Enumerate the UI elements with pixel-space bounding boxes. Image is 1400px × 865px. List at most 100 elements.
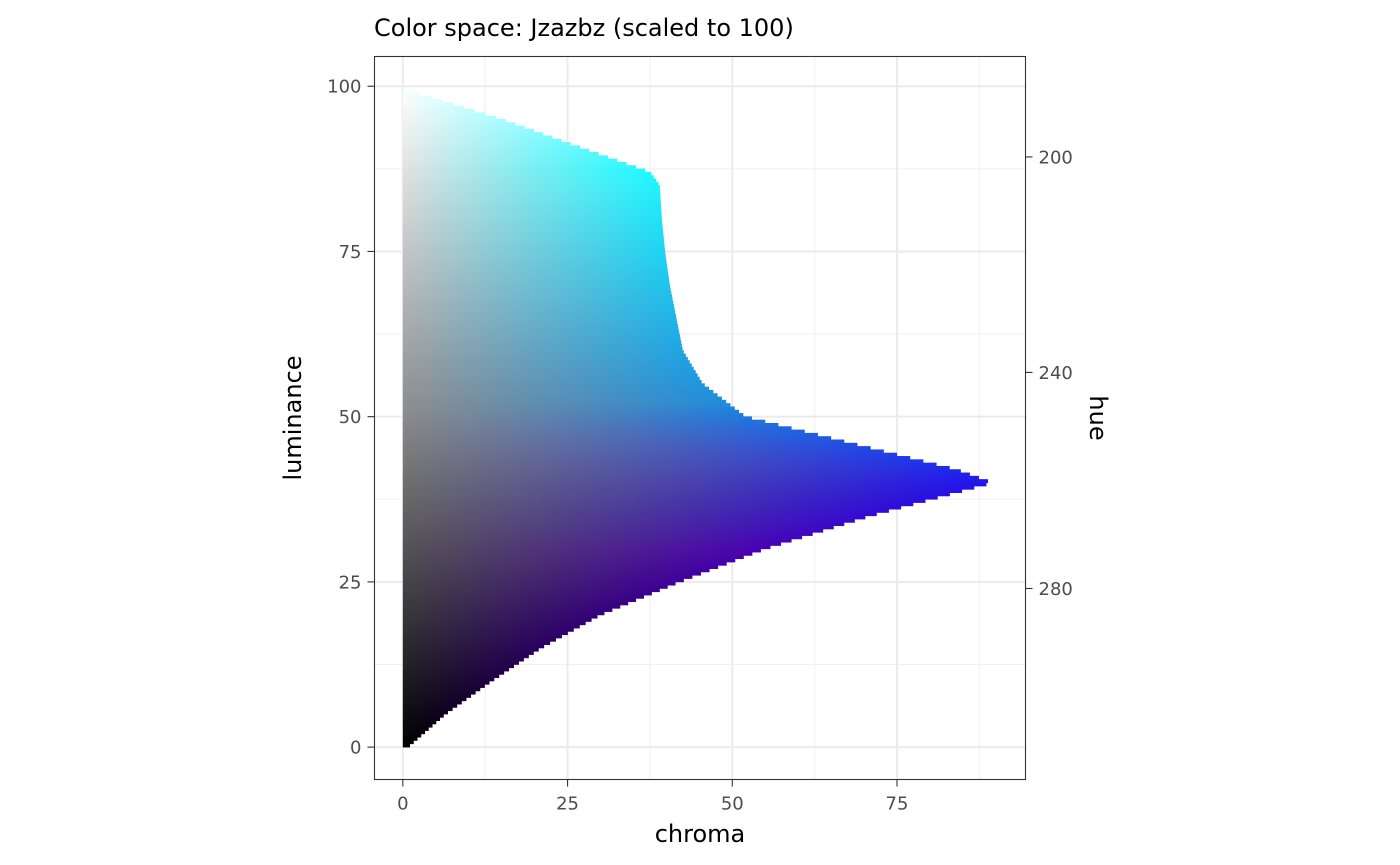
- gamut-row: [402, 178, 657, 183]
- gamut-row: [402, 475, 979, 480]
- gamut-row: [402, 353, 686, 358]
- gamut-row: [402, 641, 551, 645]
- y2-tick-label: 280: [1039, 579, 1073, 600]
- gamut-row: [402, 102, 454, 107]
- gamut-row: [402, 581, 676, 586]
- gamut-row: [402, 449, 884, 454]
- gamut-row: [402, 479, 989, 484]
- axis-ticks: 0 25 50 75 0 25 50 75 100 200 240 280: [327, 77, 1073, 815]
- gamut-row: [402, 241, 665, 246]
- panel-border: [373, 55, 1027, 781]
- gamut-row: [402, 118, 507, 123]
- gamut-row: [402, 168, 646, 173]
- gamut-row: [402, 152, 599, 156]
- gamut-row: [402, 224, 663, 229]
- gamut-row: [402, 472, 970, 477]
- gamut-row: [402, 396, 722, 401]
- gamut-row: [402, 442, 858, 447]
- gamut-row: [402, 743, 410, 748]
- gamut-row: [402, 208, 662, 213]
- gamut-row: [402, 132, 544, 137]
- gamut-row: [402, 380, 702, 384]
- gamut-row: [402, 522, 845, 527]
- gamut-row: [402, 452, 898, 457]
- y-axis-title: luminance: [279, 355, 307, 480]
- gamut-row: [402, 617, 592, 622]
- gamut-row: [402, 128, 534, 133]
- gamut-row: [402, 726, 429, 731]
- gamut-row: [402, 598, 637, 603]
- gamut-row: [402, 122, 516, 127]
- gamut-row: [402, 214, 662, 219]
- gamut-row: [402, 99, 443, 104]
- gamut-row: [402, 422, 779, 427]
- gamut-row: [402, 181, 659, 186]
- gamut-row: [402, 198, 661, 203]
- gamut-row: [402, 505, 902, 510]
- gamut-row: [402, 740, 414, 745]
- x-tick-label: 50: [721, 794, 744, 815]
- gamut-row: [402, 670, 505, 675]
- y-tick-label: 50: [339, 407, 362, 428]
- gamut-row: [402, 660, 519, 665]
- gamut-row: [402, 720, 437, 725]
- gamut-row: [402, 723, 433, 728]
- gamut-row: [402, 403, 731, 408]
- gamut-row: [402, 456, 911, 460]
- gamut-row: [402, 558, 736, 563]
- gamut-row: [402, 175, 654, 180]
- gamut-row: [402, 730, 426, 735]
- gamut-row: [402, 363, 692, 368]
- gamut-row: [402, 138, 562, 143]
- gamut-row: [402, 571, 701, 576]
- gamut-row: [402, 376, 700, 381]
- gamut-row: [402, 736, 418, 741]
- gamut-row: [402, 647, 539, 652]
- gamut-row: [402, 145, 581, 150]
- gamut-row: [402, 228, 663, 232]
- gamut-row: [402, 710, 448, 715]
- gamut-row: [402, 135, 553, 140]
- gamut-row: [402, 713, 444, 718]
- gamut-row: [402, 495, 938, 500]
- gamut-row: [402, 251, 666, 256]
- gamut-row: [402, 674, 500, 679]
- gamut-row: [402, 337, 681, 341]
- gamut-row: [402, 664, 515, 669]
- gamut-row: [402, 601, 629, 606]
- gamut-row: [402, 684, 485, 688]
- gamut-row: [402, 191, 661, 196]
- gamut-row: [402, 508, 889, 513]
- gamut-row: [402, 574, 693, 579]
- gamut-row: [402, 518, 855, 523]
- gamut-row: [402, 627, 574, 632]
- gamut-row: [402, 469, 961, 474]
- gamut-row: [402, 323, 678, 328]
- gamut-row: [402, 142, 571, 147]
- gamut-row: [402, 515, 866, 520]
- gamut-row: [402, 294, 672, 299]
- gamut-row: [402, 300, 674, 305]
- gamut-row: [402, 201, 661, 206]
- gamut-row: [402, 317, 677, 322]
- gamut-row: [402, 462, 937, 467]
- gamut-row: [402, 502, 914, 507]
- gamut-row: [402, 393, 718, 398]
- gamut-row: [402, 188, 661, 193]
- gamut-row: [402, 588, 660, 593]
- gamut-row: [402, 439, 845, 444]
- gamut-row: [402, 650, 534, 655]
- gamut-row: [402, 383, 705, 388]
- gamut-row: [402, 591, 652, 596]
- gamut-row: [402, 413, 744, 417]
- gamut-row: [402, 578, 684, 583]
- gamut-row: [402, 465, 950, 470]
- gamut-row: [402, 528, 824, 533]
- gamut-row: [402, 270, 669, 275]
- gamut-row: [402, 634, 562, 639]
- gamut-row: [402, 343, 682, 348]
- gamut-row: [402, 399, 727, 404]
- gamut-row: [402, 485, 975, 490]
- gamut-row: [402, 234, 664, 239]
